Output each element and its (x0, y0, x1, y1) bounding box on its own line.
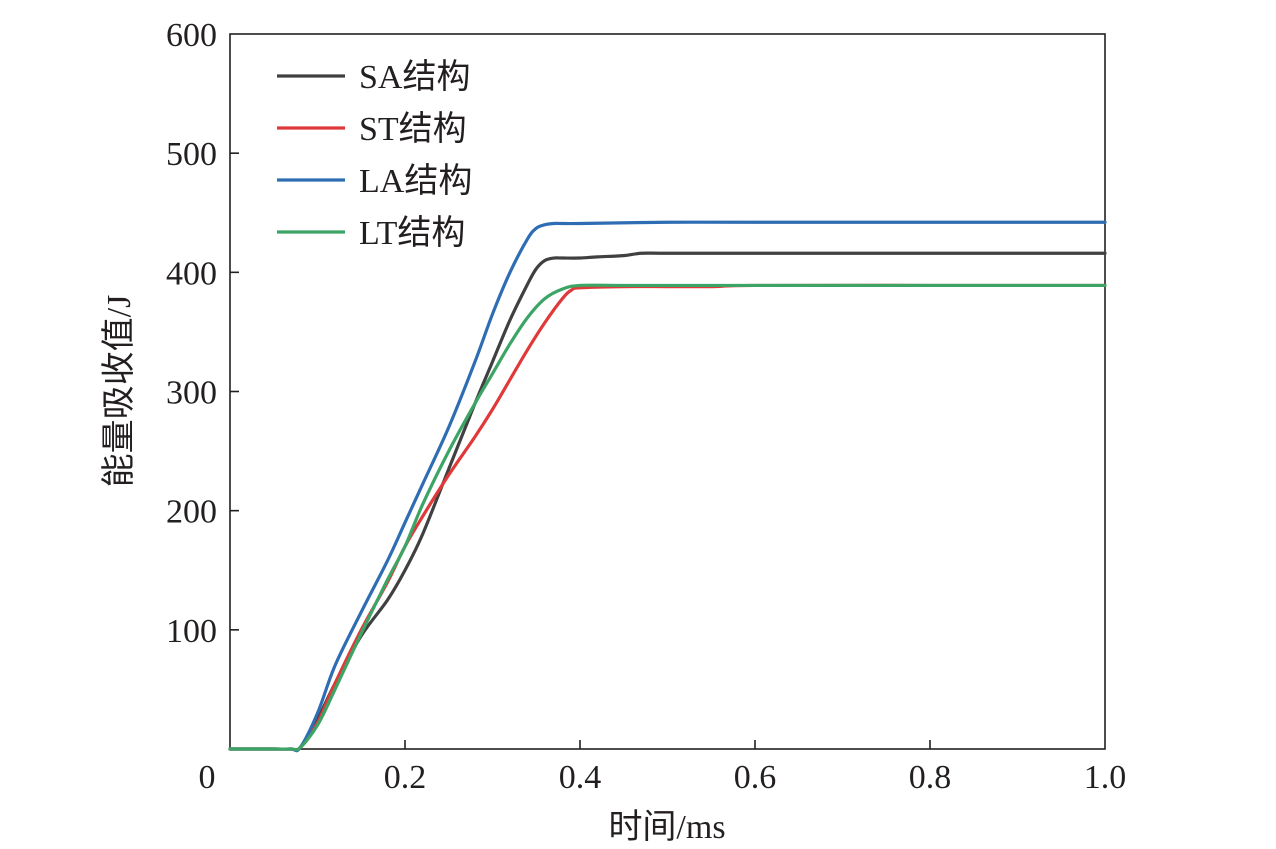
y-axis-ticks: 100 200 300 400 500 600 (166, 17, 239, 650)
x-axis-title: 时间/ms (608, 809, 725, 846)
series-line-2 (228, 283, 1107, 752)
series-line-4 (228, 283, 1107, 752)
y-axis-title: 能量吸收值/J (100, 295, 138, 488)
y-tick-label: 500 (166, 136, 217, 173)
legend: SA结构 ST结构 LA结构 LT结构 (277, 58, 472, 252)
x-tick-label: 0 (199, 759, 216, 796)
series-group (228, 220, 1107, 753)
x-tick-label: 0.8 (909, 759, 952, 796)
legend-label: SA结构 (359, 58, 470, 96)
y-tick-label: 600 (166, 17, 217, 54)
legend-label: LT结构 (359, 214, 465, 252)
legend-label: ST结构 (359, 110, 467, 148)
x-tick-label: 1.0 (1084, 759, 1127, 796)
x-tick-label: 0.6 (734, 759, 777, 796)
x-axis-ticks: 0 0.2 0.4 0.6 0.8 1.0 (199, 740, 1127, 796)
y-tick-label: 300 (166, 375, 217, 412)
y-tick-label: 100 (166, 613, 217, 650)
y-tick-label: 400 (166, 255, 217, 292)
x-tick-label: 0.4 (559, 759, 602, 796)
series-line-1 (228, 251, 1107, 752)
y-tick-label: 200 (166, 494, 217, 531)
legend-label: LA结构 (359, 162, 472, 200)
series-line-3 (228, 220, 1107, 753)
x-tick-label: 0.2 (384, 759, 427, 796)
